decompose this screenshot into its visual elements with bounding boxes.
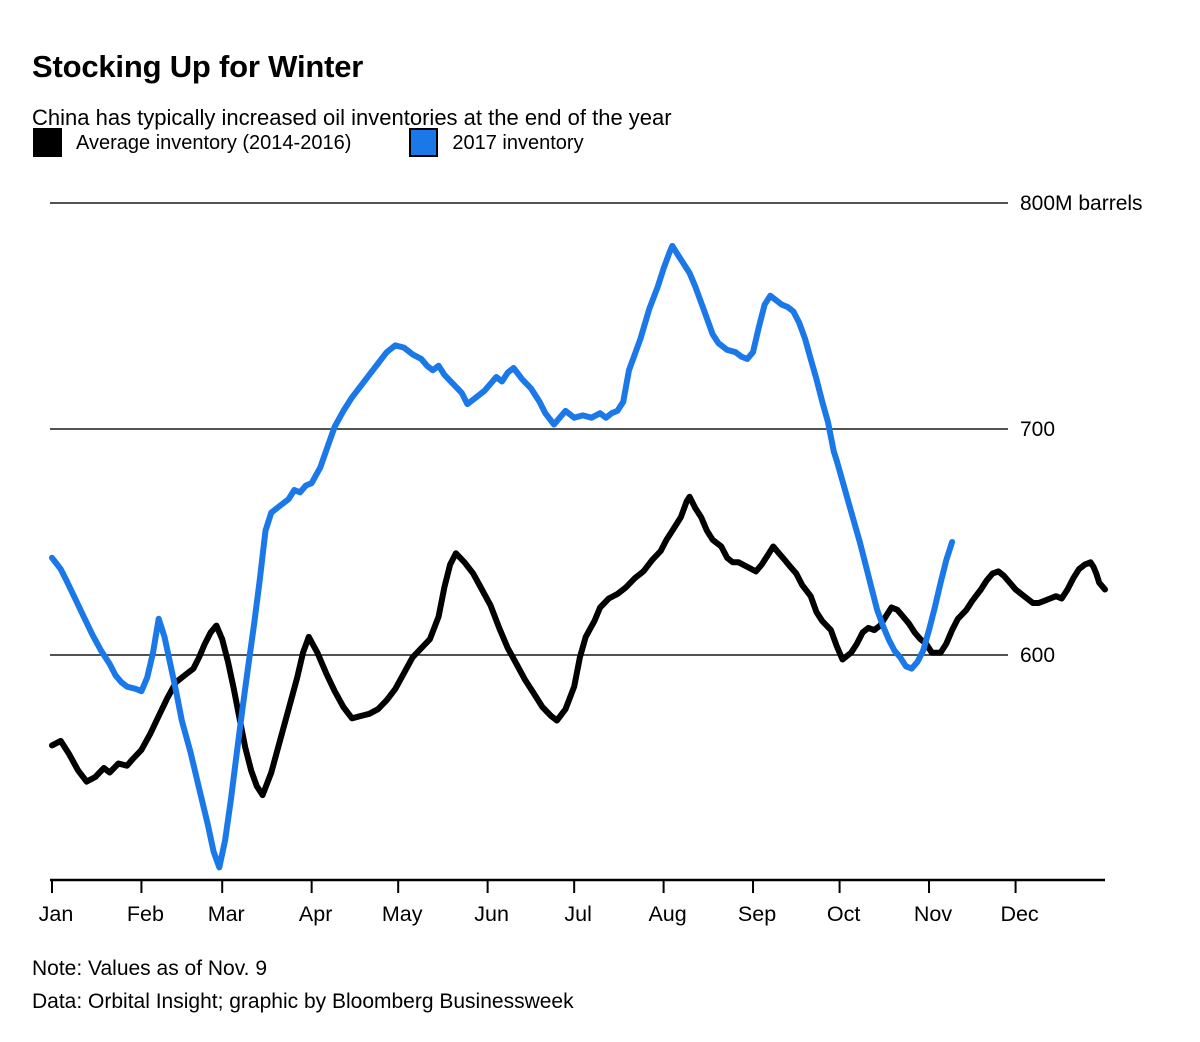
source-line: Data: Orbital Insight; graphic by Bloomb… [32,990,574,1013]
page-subtitle: China has typically increased oil invent… [32,105,672,130]
series-line-2017-inventory [49,242,956,871]
y-axis-label-700: 700 [1020,418,1055,441]
legend-swatch-average [33,128,62,157]
x-axis-label-jan: Jan [39,902,74,926]
x-axis-label-sep: Sep [738,902,776,926]
page-title: Stocking Up for Winter [32,48,364,84]
x-axis-label-aug: Aug [648,902,686,926]
legend-label-2017: 2017 inventory [452,131,584,154]
series-line-average-inventory [49,493,1108,799]
x-axis-label-jul: Jul [564,902,591,926]
y-axis-label-600: 600 [1020,644,1055,667]
x-axis-label-dec: Dec [1000,902,1038,926]
x-axis-label-apr: Apr [299,902,332,926]
x-axis-label-feb: Feb [127,902,164,926]
legend-label-average: Average inventory (2014-2016) [76,131,352,154]
x-axis-label-nov: Nov [914,902,952,926]
x-axis-label-oct: Oct [827,902,860,926]
note-line: Note: Values as of Nov. 9 [32,957,268,980]
legend: Average inventory (2014-2016) 2017 inven… [33,128,584,157]
x-axis-label-mar: Mar [208,902,245,926]
x-axis-label-jun: Jun [474,902,509,926]
legend-item-2017: 2017 inventory [409,128,584,157]
legend-item-average: Average inventory (2014-2016) [33,128,351,157]
y-axis-label-800: 800M barrels [1020,192,1143,215]
footnotes: Note: Values as of Nov. 9 Data: Orbital … [32,952,574,1018]
legend-swatch-2017 [409,128,439,157]
x-axis-label-may: May [382,902,423,926]
